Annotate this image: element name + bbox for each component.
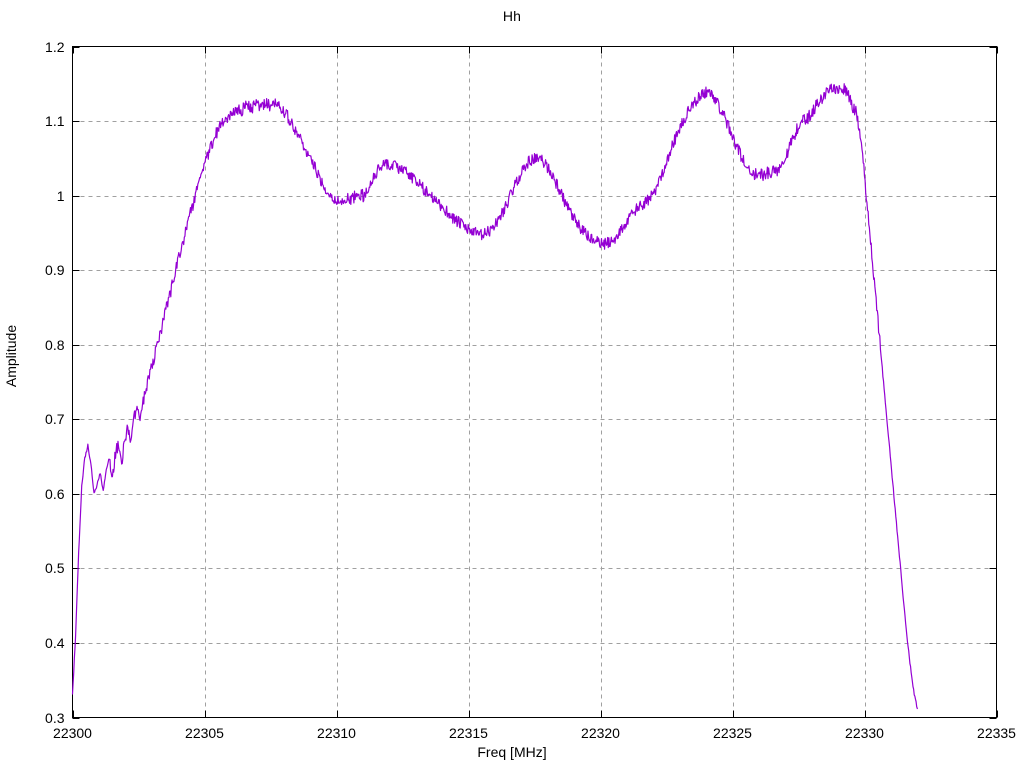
y-tick-label: 1.1 — [45, 113, 65, 130]
x-tick-label: 22325 — [713, 724, 752, 741]
x-tick-label: 22300 — [53, 724, 92, 741]
x-tick-label: 22335 — [977, 724, 1016, 741]
y-tick-label: 1.2 — [45, 38, 65, 55]
y-tick-label: 1 — [56, 187, 65, 204]
y-tick-label: 0.8 — [45, 336, 65, 353]
grid-lines — [72, 46, 997, 718]
x-tick-label: 22310 — [317, 724, 356, 741]
data-series-line — [71, 83, 918, 710]
y-tick-label: 0.4 — [45, 634, 65, 651]
x-tick-label: 22330 — [845, 724, 884, 741]
x-tick-label: 22315 — [449, 724, 488, 741]
y-tick-label: 0.7 — [45, 411, 65, 428]
plot-frame — [72, 46, 997, 718]
axis-ticks — [72, 46, 998, 719]
y-tick-label: 0.5 — [45, 560, 65, 577]
y-tick-label: 0.3 — [45, 709, 65, 726]
y-tick-label: 0.6 — [45, 485, 65, 502]
x-tick-label: 22305 — [185, 724, 224, 741]
x-tick-label: 22320 — [581, 724, 620, 741]
chart-title: Hh — [502, 8, 522, 24]
x-axis-label: Freq [MHz] — [477, 744, 547, 760]
y-tick-label: 0.9 — [45, 262, 65, 279]
